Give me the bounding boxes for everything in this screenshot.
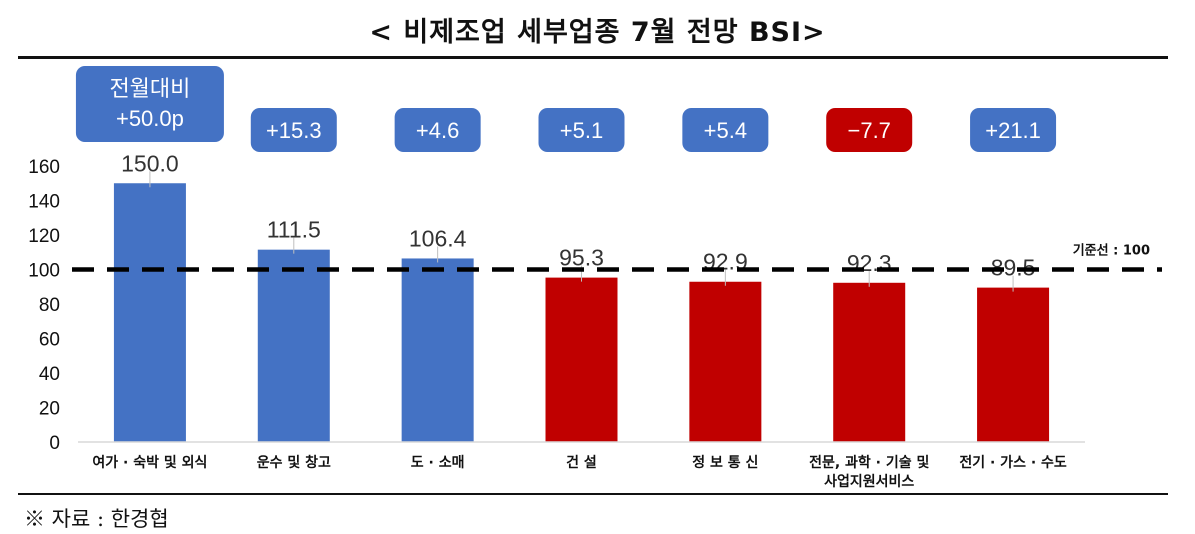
change-badge (394, 108, 481, 152)
footer-divider (18, 493, 1168, 495)
change-badge-text: 전월대비 (109, 76, 190, 101)
change-badge-text: +5.1 (560, 118, 603, 143)
y-tick-label: 20 (39, 399, 60, 420)
category-label: 정 보 통 신 (692, 454, 758, 471)
change-badge (538, 108, 625, 152)
y-tick-label: 120 (28, 226, 60, 247)
bar (977, 287, 1050, 442)
bar (545, 277, 618, 442)
category-label: 전기 · 가스 · 수도 (959, 454, 1067, 471)
y-tick-label: 0 (49, 433, 60, 454)
source-note: ※ 자료 : 한경협 (24, 507, 169, 531)
change-badge-text: +50.0p (116, 106, 184, 131)
y-tick-label: 140 (28, 192, 60, 213)
change-badge-text: −7.7 (847, 118, 890, 143)
value-label: 95.3 (559, 245, 604, 271)
change-badge (682, 108, 769, 152)
title-divider (18, 56, 1168, 59)
bar (257, 249, 330, 442)
y-tick-label: 40 (39, 364, 60, 385)
value-label: 92.3 (847, 250, 892, 276)
value-label: 106.4 (409, 225, 467, 251)
reference-line-label: 기준선 : 100 (1073, 243, 1150, 259)
y-tick-label: 80 (39, 295, 60, 316)
bar (401, 258, 474, 442)
y-tick-label: 160 (28, 157, 60, 178)
change-badge (75, 66, 224, 142)
change-badge-text: +4.6 (416, 118, 459, 143)
y-tick-label: 60 (39, 330, 60, 351)
change-badge-text: +21.1 (985, 118, 1041, 143)
y-tick-label: 100 (28, 261, 60, 282)
change-badge (970, 108, 1057, 152)
category-label: 도 · 소매 (411, 455, 465, 471)
bar-chart: 0 20 40 60 80 100 120 140 160 150.0 여가 · 숙박 및 외식 전월… (28, 66, 1162, 490)
category-label: 건 설 (566, 454, 597, 471)
bar (113, 183, 186, 442)
change-badge (250, 108, 337, 152)
value-label: 111.5 (267, 217, 321, 243)
category-label: 여가 · 숙박 및 외식 (92, 454, 207, 471)
value-label: 150.0 (121, 150, 179, 176)
category-label: 전문, 과학 · 기술 및 (809, 454, 929, 471)
bar (689, 281, 762, 442)
category-label: 사업지원서비스 (824, 474, 914, 490)
change-badge-text: +5.4 (704, 118, 747, 143)
chart-title: < 비제조업 세부업종 7월 전망 BSI> (369, 17, 826, 48)
bar (833, 282, 906, 442)
category-label: 운수 및 창고 (257, 454, 331, 471)
change-badge (826, 108, 913, 152)
change-badge-text: +15.3 (266, 118, 322, 143)
